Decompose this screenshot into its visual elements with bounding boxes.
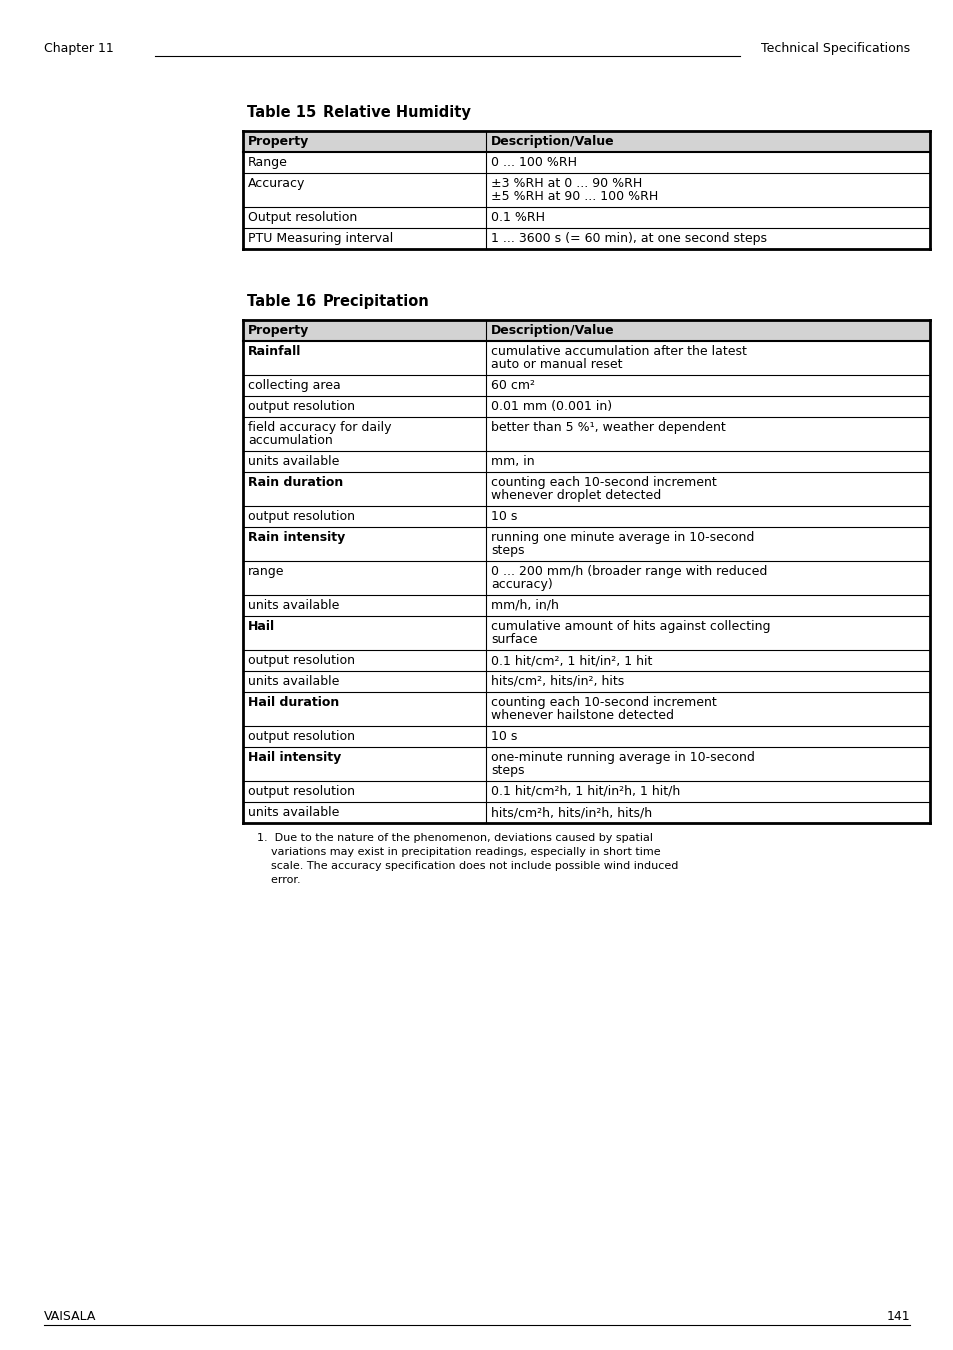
Text: 1 ... 3600 s (= 60 min), at one second steps: 1 ... 3600 s (= 60 min), at one second s… <box>491 232 766 244</box>
Text: Hail duration: Hail duration <box>248 697 339 709</box>
Bar <box>243 131 929 153</box>
Text: output resolution: output resolution <box>248 510 355 522</box>
Text: output resolution: output resolution <box>248 730 355 742</box>
Text: 0.1 %RH: 0.1 %RH <box>491 211 544 224</box>
Text: 0.1 hit/cm², 1 hit/in², 1 hit: 0.1 hit/cm², 1 hit/in², 1 hit <box>491 653 652 667</box>
Text: hits/cm²h, hits/in²h, hits/h: hits/cm²h, hits/in²h, hits/h <box>491 806 652 819</box>
Text: Table 15: Table 15 <box>247 105 315 120</box>
Text: error.: error. <box>256 875 300 886</box>
Text: Hail: Hail <box>248 620 274 633</box>
Text: auto or manual reset: auto or manual reset <box>491 358 622 371</box>
Text: hits/cm², hits/in², hits: hits/cm², hits/in², hits <box>491 675 623 688</box>
Text: mm, in: mm, in <box>491 455 534 468</box>
Text: running one minute average in 10-second: running one minute average in 10-second <box>491 531 754 544</box>
Text: 0.01 mm (0.001 in): 0.01 mm (0.001 in) <box>491 400 612 413</box>
Text: units available: units available <box>248 599 339 612</box>
Text: units available: units available <box>248 455 339 468</box>
Text: Table 16: Table 16 <box>247 294 315 309</box>
Text: Output resolution: Output resolution <box>248 211 356 224</box>
Bar <box>243 320 929 342</box>
Text: Accuracy: Accuracy <box>248 177 305 190</box>
Text: 0 ... 200 mm/h (broader range with reduced: 0 ... 200 mm/h (broader range with reduc… <box>491 566 766 578</box>
Text: Technical Specifications: Technical Specifications <box>760 42 909 55</box>
Text: Precipitation: Precipitation <box>323 294 429 309</box>
Text: output resolution: output resolution <box>248 400 355 413</box>
Text: cumulative accumulation after the latest: cumulative accumulation after the latest <box>491 346 746 358</box>
Text: VAISALA: VAISALA <box>44 1310 96 1323</box>
Text: Range: Range <box>248 157 288 169</box>
Text: units available: units available <box>248 806 339 819</box>
Text: one-minute running average in 10-second: one-minute running average in 10-second <box>491 751 754 764</box>
Text: 141: 141 <box>885 1310 909 1323</box>
Text: steps: steps <box>491 544 524 558</box>
Text: counting each 10-second increment: counting each 10-second increment <box>491 697 716 709</box>
Text: units available: units available <box>248 675 339 688</box>
Text: Rainfall: Rainfall <box>248 346 301 358</box>
Text: Relative Humidity: Relative Humidity <box>323 105 471 120</box>
Text: scale. The accuracy specification does not include possible wind induced: scale. The accuracy specification does n… <box>256 861 678 871</box>
Text: 0.1 hit/cm²h, 1 hit/in²h, 1 hit/h: 0.1 hit/cm²h, 1 hit/in²h, 1 hit/h <box>491 784 679 798</box>
Text: PTU Measuring interval: PTU Measuring interval <box>248 232 393 244</box>
Text: ±5 %RH at 90 ... 100 %RH: ±5 %RH at 90 ... 100 %RH <box>491 190 658 202</box>
Text: range: range <box>248 566 284 578</box>
Text: mm/h, in/h: mm/h, in/h <box>491 599 558 612</box>
Text: counting each 10-second increment: counting each 10-second increment <box>491 477 716 489</box>
Text: Property: Property <box>248 135 309 148</box>
Text: Description/Value: Description/Value <box>491 135 614 148</box>
Text: 10 s: 10 s <box>491 730 517 742</box>
Text: Description/Value: Description/Value <box>491 324 614 338</box>
Text: 60 cm²: 60 cm² <box>491 379 535 391</box>
Text: steps: steps <box>491 764 524 778</box>
Text: 10 s: 10 s <box>491 510 517 522</box>
Text: output resolution: output resolution <box>248 784 355 798</box>
Text: collecting area: collecting area <box>248 379 340 391</box>
Text: better than 5 %¹, weather dependent: better than 5 %¹, weather dependent <box>491 421 725 433</box>
Text: accumulation: accumulation <box>248 433 333 447</box>
Text: 1.  Due to the nature of the phenomenon, deviations caused by spatial: 1. Due to the nature of the phenomenon, … <box>256 833 652 842</box>
Text: output resolution: output resolution <box>248 653 355 667</box>
Text: accuracy): accuracy) <box>491 578 552 591</box>
Text: whenever hailstone detected: whenever hailstone detected <box>491 709 673 722</box>
Text: whenever droplet detected: whenever droplet detected <box>491 489 660 502</box>
Text: variations may exist in precipitation readings, especially in short time: variations may exist in precipitation re… <box>256 846 659 857</box>
Text: surface: surface <box>491 633 537 647</box>
Text: Rain duration: Rain duration <box>248 477 343 489</box>
Text: Property: Property <box>248 324 309 338</box>
Text: Hail intensity: Hail intensity <box>248 751 341 764</box>
Text: ±3 %RH at 0 ... 90 %RH: ±3 %RH at 0 ... 90 %RH <box>491 177 641 190</box>
Text: Rain intensity: Rain intensity <box>248 531 345 544</box>
Text: Chapter 11: Chapter 11 <box>44 42 113 55</box>
Text: 0 ... 100 %RH: 0 ... 100 %RH <box>491 157 577 169</box>
Text: cumulative amount of hits against collecting: cumulative amount of hits against collec… <box>491 620 770 633</box>
Text: field accuracy for daily: field accuracy for daily <box>248 421 391 433</box>
